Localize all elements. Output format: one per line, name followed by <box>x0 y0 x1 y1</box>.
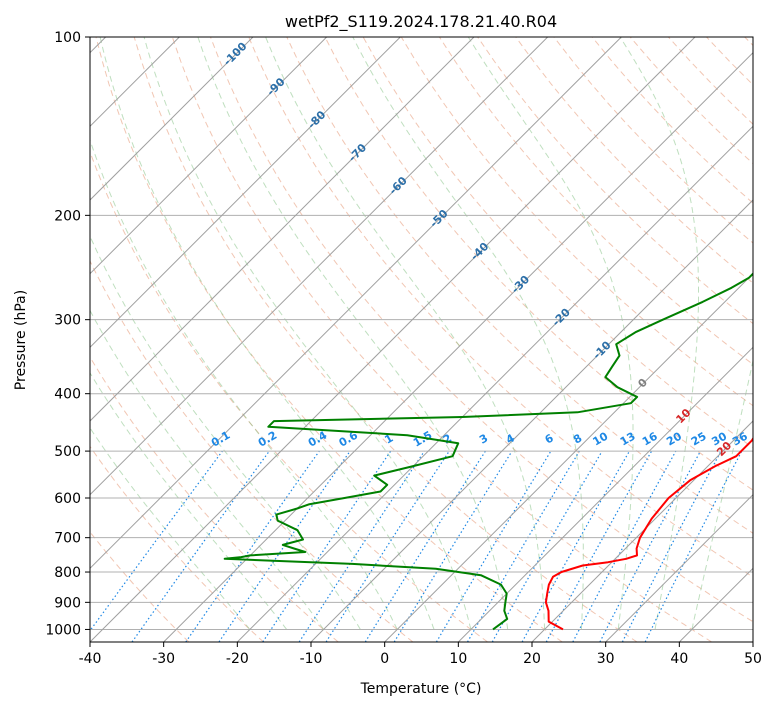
isotherm-line <box>310 199 753 642</box>
moist-adiabats <box>90 37 753 630</box>
dry-adiabat <box>324 37 753 491</box>
y-tick-label: 400 <box>54 387 81 403</box>
x-tick-label: 30 <box>597 651 615 667</box>
dry-adiabat <box>248 37 753 578</box>
isotherm-line <box>236 125 753 642</box>
isotherm-line <box>90 37 696 642</box>
x-tick-label: -30 <box>152 651 175 667</box>
x-tick-label: -20 <box>226 651 249 667</box>
moist-adiabat <box>90 138 398 630</box>
plot-frame <box>89 36 754 643</box>
mixing-ratio-line <box>572 450 677 642</box>
y-tick-label: 300 <box>54 313 81 329</box>
dry-adiabat <box>171 37 712 642</box>
x-axis-title: Temperature (°C) <box>360 681 482 697</box>
moist-adiabat <box>99 37 435 630</box>
profile-series <box>223 272 753 631</box>
y-tick-label: 700 <box>54 531 81 547</box>
dry-adiabat <box>90 356 339 642</box>
mixing-ratio-line <box>644 450 743 642</box>
mixing-ratio-line <box>90 450 223 632</box>
moist-adiabat <box>90 371 288 630</box>
x-tick-label: 20 <box>523 651 541 667</box>
mixing-ratio-line <box>218 450 351 642</box>
mixing-ratio-line <box>393 450 513 642</box>
y-axis-ticks: 100 200 300 400 500 600 700 800 900 1000 <box>45 30 90 638</box>
y-tick-label: 100 <box>54 30 81 46</box>
y-tick-label: 500 <box>54 444 81 460</box>
y-tick-label: 800 <box>54 565 81 581</box>
profile-line <box>544 436 753 631</box>
y-tick-label: 1000 <box>45 622 81 638</box>
isotherm-line <box>457 346 753 642</box>
isotherm-line <box>605 493 753 642</box>
moist-adiabat <box>90 309 324 630</box>
x-tick-label: 0 <box>380 651 389 667</box>
moist-adiabat <box>90 235 361 630</box>
x-tick-label: 50 <box>744 651 762 667</box>
pressure-gridlines <box>90 37 753 630</box>
moist-adiabat <box>619 37 699 630</box>
isotherm-line <box>90 37 622 570</box>
y-tick-label: 200 <box>54 208 81 224</box>
moist-adiabat <box>90 427 251 630</box>
moist-adiabat <box>197 37 509 630</box>
x-tick-label: 10 <box>449 651 467 667</box>
isotherm-line <box>90 37 328 275</box>
dry-adiabat <box>90 259 414 642</box>
dry-adiabat <box>210 37 753 623</box>
moist-adiabat <box>265 37 546 630</box>
dry-adiabat <box>95 37 563 642</box>
isotherm-line <box>384 272 753 642</box>
moist-adiabat <box>352 37 584 630</box>
y-axis-title: Pressure (hPa) <box>13 290 29 390</box>
dry-adiabat <box>515 37 753 284</box>
y-tick-label: 900 <box>54 595 81 611</box>
isotherm-line <box>90 37 254 201</box>
isotherms <box>90 37 753 642</box>
x-tick-label: -10 <box>300 651 323 667</box>
dry-adiabats <box>90 37 753 642</box>
isotherm-line <box>90 37 401 349</box>
mixing-ratio-line <box>185 450 320 642</box>
profile-line <box>223 272 753 631</box>
moist-adiabat <box>467 37 634 630</box>
moist-adiabat <box>691 358 753 630</box>
x-axis-ticks: -40 -30 -20 -10 0 10 20 30 40 50 <box>79 642 762 667</box>
dry-adiabat <box>286 37 753 534</box>
dry-adiabat <box>90 445 264 642</box>
mixing-ratio-line <box>131 450 270 642</box>
dry-adiabat <box>133 37 638 642</box>
x-tick-label: 40 <box>670 651 688 667</box>
mixing-ratio-line <box>521 450 631 642</box>
chart-title: wetPf2_S119.2024.178.21.40.R04 <box>285 12 557 32</box>
y-tick-label: 600 <box>54 491 81 507</box>
moist-adiabat <box>143 37 472 630</box>
plot-area: -100-90-80-70-60-50-40-30-20-10010203040… <box>90 37 753 642</box>
isotherm-line <box>90 37 475 422</box>
isotherm-line <box>90 37 549 496</box>
isotherm-line <box>531 420 753 642</box>
isotherm-line <box>163 51 753 642</box>
x-tick-label: -40 <box>79 651 102 667</box>
mixing-ratio-line <box>325 450 450 642</box>
